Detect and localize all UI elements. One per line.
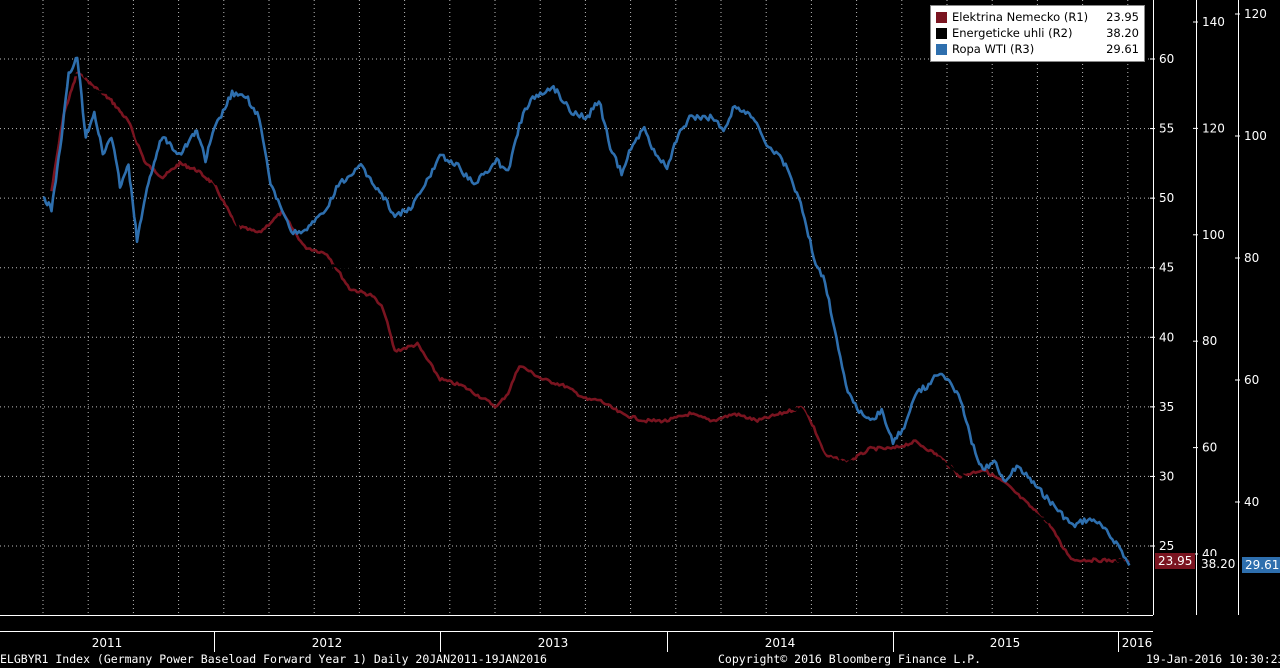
chart-axes: 2530354045505560406080100120140406080100… (0, 0, 1267, 652)
footer-index-info: ELGBYR1 Index (Germany Power Baseload Fo… (0, 652, 547, 666)
legend-item-oil: Ropa WTI (R3) 29.61 (936, 41, 1139, 57)
legend-swatch-oil (936, 43, 947, 55)
r2-tick-label: 60 (1202, 441, 1217, 455)
r3-tick-label: 100 (1244, 129, 1267, 143)
legend-swatch-electricity (936, 11, 947, 23)
r2-tick-label: 100 (1202, 228, 1225, 242)
year-label-2014: 2014 (764, 636, 796, 650)
r1-tick-label: 45 (1159, 261, 1174, 275)
legend-item-electricity: Elektrina Nemecko (R1) 23.95 (936, 9, 1139, 25)
last-value-coal: 38.20 (1198, 556, 1239, 572)
legend-label: Energeticke uhli (R2) (952, 26, 1073, 40)
r1-tick-label: 35 (1159, 400, 1174, 414)
r3-tick-label: 60 (1244, 373, 1259, 387)
r2-tick-label: 120 (1202, 121, 1225, 135)
series-line-r3 (42, 56, 1131, 566)
legend-item-coal: Energeticke uhli (R2) 38.20 (936, 25, 1139, 41)
legend-swatch-coal (936, 27, 947, 39)
chart-series-layer (42, 56, 1131, 566)
year-label-2016: 2016 (1121, 636, 1153, 650)
r2-tick-label: 140 (1202, 15, 1225, 29)
chart-footer: ELGBYR1 Index (Germany Power Baseload Fo… (0, 652, 1280, 668)
year-label-2015: 2015 (989, 636, 1021, 650)
last-value-oil: 29.61 (1242, 557, 1280, 573)
legend-label: Elektrina Nemecko (R1) (952, 10, 1089, 24)
legend-value: 23.95 (1106, 10, 1139, 24)
last-value-electricity: 23.95 (1155, 553, 1196, 569)
footer-timestamp: 19-Jan-2016 10:30:23 (1146, 652, 1280, 666)
r1-tick-label: 30 (1159, 469, 1174, 483)
year-label-2012: 2012 (311, 636, 343, 650)
r1-tick-label: 50 (1159, 191, 1174, 205)
year-label-2011: 2011 (91, 636, 123, 650)
r1-tick-label: 40 (1159, 330, 1174, 344)
r2-tick-label: 80 (1202, 334, 1217, 348)
r3-tick-label: 80 (1244, 251, 1259, 265)
series-line-r1 (50, 71, 1130, 564)
legend-label: Ropa WTI (R3) (952, 42, 1035, 56)
chart-grid (0, 0, 1153, 615)
r1-tick-label: 60 (1159, 52, 1174, 66)
legend-value: 29.61 (1106, 42, 1139, 56)
r3-tick-label: 40 (1244, 495, 1259, 509)
series-line-r2 (42, 68, 1130, 566)
legend-value: 38.20 (1106, 26, 1139, 40)
footer-copyright: Copyright© 2016 Bloomberg Finance L.P. (718, 652, 982, 666)
r1-tick-label: 25 (1159, 539, 1174, 553)
chart-legend: Elektrina Nemecko (R1) 23.95 Energeticke… (930, 5, 1145, 62)
r1-tick-label: 55 (1159, 122, 1174, 136)
year-label-2013: 2013 (537, 636, 569, 650)
r3-tick-label: 120 (1244, 7, 1267, 21)
